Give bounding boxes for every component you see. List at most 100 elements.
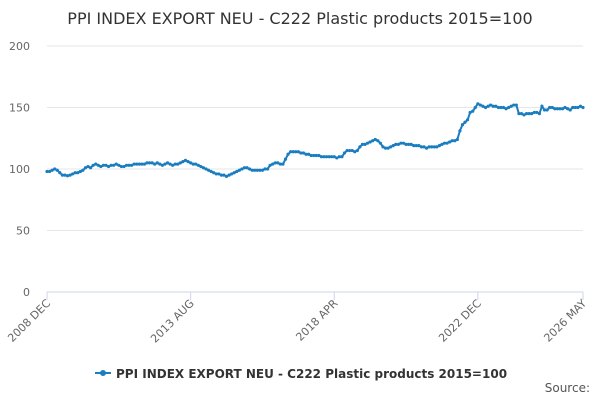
x-tick-label: 2026 MAY: [541, 297, 589, 345]
data-point: [358, 145, 362, 149]
data-point: [560, 107, 565, 111]
data-point: [512, 103, 516, 107]
data-point: [537, 112, 542, 116]
data-point: [353, 150, 357, 154]
data-point: [568, 108, 572, 112]
data-point: [291, 150, 295, 154]
data-point: [573, 105, 577, 110]
data-point: [248, 167, 252, 171]
data-point: [163, 162, 167, 166]
data-point: [555, 107, 559, 111]
data-point: [514, 103, 518, 107]
data-point: [73, 171, 77, 175]
data-point: [419, 145, 424, 149]
data-point: [227, 173, 231, 177]
data-point: [206, 168, 211, 172]
data-point: [330, 155, 334, 159]
data-point: [137, 162, 141, 166]
data-point: [150, 161, 154, 165]
data-point: [463, 120, 467, 124]
data-point: [422, 145, 426, 149]
data-point: [499, 105, 503, 110]
data-point: [165, 161, 170, 165]
data-point: [558, 107, 562, 111]
data-point: [296, 150, 300, 154]
data-point: [578, 104, 583, 108]
data-point: [250, 168, 254, 172]
data-point: [181, 160, 185, 164]
data-point: [173, 162, 177, 166]
data-point: [204, 167, 208, 171]
data-point: [283, 157, 288, 161]
data-point: [76, 171, 80, 175]
data-point: [414, 144, 418, 148]
data-point: [435, 145, 439, 149]
data-point: [430, 145, 434, 149]
data-point: [417, 144, 421, 148]
data-point: [524, 112, 529, 116]
data-point: [47, 169, 52, 174]
data-point: [101, 163, 106, 167]
data-point: [230, 172, 234, 176]
y-tick-label: 100: [9, 163, 30, 176]
data-point: [55, 168, 59, 172]
data-point: [112, 163, 116, 167]
data-point: [312, 153, 316, 158]
data-point: [396, 142, 400, 146]
data-point: [232, 171, 236, 175]
data-point: [194, 162, 198, 166]
data-point: [522, 113, 526, 117]
data-point: [532, 110, 536, 115]
data-point: [442, 141, 447, 145]
data-point: [540, 104, 544, 108]
source: Source:: [545, 381, 590, 395]
data-point: [88, 166, 93, 170]
data-point: [212, 171, 216, 175]
data-point: [391, 144, 395, 148]
data-point: [196, 163, 200, 167]
data-point: [276, 161, 280, 165]
data-point: [501, 105, 506, 110]
data-point: [135, 162, 139, 166]
data-point: [186, 160, 190, 164]
data-point: [260, 168, 265, 172]
data-point: [448, 140, 452, 144]
data-point: [504, 107, 508, 111]
data-point: [140, 162, 144, 166]
data-point: [348, 148, 352, 153]
data-point: [83, 166, 88, 170]
data-point: [445, 141, 449, 145]
data-point: [458, 129, 462, 133]
data-point: [468, 110, 472, 115]
data-point: [145, 161, 149, 165]
data-point: [399, 141, 403, 145]
data-point: [342, 151, 347, 155]
data-point: [317, 153, 321, 158]
data-point: [527, 112, 531, 116]
x-tick-label: 2013 AUG: [148, 297, 197, 346]
data-point: [571, 105, 575, 110]
data-point: [142, 162, 147, 166]
legend-item: PPI INDEX EXPORT NEU - C222 Plastic prod…: [95, 367, 507, 381]
data-point: [99, 164, 103, 169]
data-point: [127, 163, 131, 167]
data-point: [481, 104, 485, 108]
data-point: [507, 105, 511, 110]
data-point: [412, 144, 416, 148]
data-point: [268, 163, 272, 167]
data-point: [124, 163, 129, 167]
data-point: [365, 141, 370, 145]
data-point: [263, 167, 267, 171]
data-point: [491, 104, 495, 108]
data-point: [371, 139, 375, 143]
data-point: [114, 162, 118, 166]
data-point: [217, 172, 221, 176]
data-point: [486, 104, 490, 108]
data-point: [337, 155, 341, 159]
data-point: [171, 163, 175, 167]
data-point: [383, 146, 388, 150]
data-point: [327, 155, 331, 159]
data-point: [471, 109, 475, 113]
data-point: [530, 112, 534, 116]
data-point: [427, 145, 431, 149]
